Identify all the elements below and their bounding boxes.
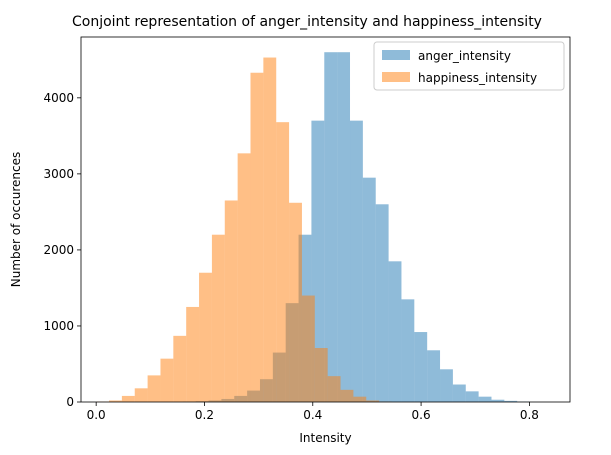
bar-happiness_intensity-14: [276, 122, 290, 403]
bar-anger_intensity-22: [414, 332, 428, 402]
bar-anger_intensity-15: [324, 52, 338, 402]
bar-anger_intensity-27: [478, 396, 492, 402]
bar-happiness_intensity-19: [340, 389, 354, 402]
y-axis-ticks: 0 1000 2000 3000 4000: [43, 91, 81, 409]
y-tick-label: 3000: [43, 167, 74, 181]
bar-happiness_intensity-10: [224, 200, 238, 402]
bar-anger_intensity-25: [452, 384, 466, 402]
bar-happiness_intensity-15: [289, 202, 302, 402]
bar-happiness_intensity-1: [109, 400, 122, 402]
bars-layer: [96, 52, 531, 403]
bar-happiness_intensity-6: [173, 335, 187, 402]
plot-frame: [80, 36, 571, 403]
bar-happiness_intensity-13: [263, 57, 277, 402]
bar-happiness_intensity-17: [314, 348, 328, 402]
bar-happiness_intensity-12: [250, 72, 264, 402]
bar-anger_intensity-20: [388, 261, 402, 402]
y-axis-label: Number of occurences: [9, 152, 23, 287]
bar-happiness_intensity-18: [327, 376, 341, 402]
x-tick-label: 0.4: [303, 408, 322, 422]
bar-anger_intensity-23: [427, 350, 441, 402]
bar-happiness_intensity-5: [160, 358, 174, 402]
legend: anger_intensity happiness_intensity: [373, 41, 565, 91]
bar-anger_intensity-24: [440, 369, 453, 402]
x-tick-label: 0.0: [87, 408, 106, 422]
x-tick-label: 0.2: [195, 408, 214, 422]
y-tick-label: 4000: [43, 91, 74, 105]
legend-label-anger_intensity: anger_intensity: [418, 49, 511, 63]
bar-anger_intensity-21: [401, 299, 415, 402]
bar-happiness_intensity-2: [121, 395, 135, 402]
x-axis-label: Intensity: [299, 431, 351, 445]
x-tick-label: 0.8: [520, 408, 539, 422]
bar-anger_intensity-19: [375, 204, 389, 402]
bar-happiness_intensity-9: [211, 234, 225, 402]
legend-label-happiness_intensity: happiness_intensity: [418, 71, 537, 85]
y-tick-label: 1000: [43, 319, 74, 333]
bar-happiness_intensity-20: [353, 396, 367, 402]
bar-happiness_intensity-16: [301, 295, 315, 402]
bar-happiness_intensity-4: [147, 375, 161, 402]
y-tick-label: 2000: [43, 243, 74, 257]
bar-happiness_intensity-8: [199, 272, 212, 402]
bar-happiness_intensity-21: [366, 400, 380, 402]
bar-happiness_intensity-11: [237, 153, 251, 402]
x-axis-ticks: 0.0 0.2 0.4 0.6 0.8: [87, 402, 539, 422]
bar-happiness_intensity-3: [134, 388, 148, 402]
legend-box: [373, 41, 565, 91]
bar-anger_intensity-29: [504, 400, 518, 402]
x-tick-label: 0.6: [412, 408, 431, 422]
bar-anger_intensity-18: [362, 177, 376, 402]
chart-title: Conjoint representation of anger_intensi…: [72, 14, 542, 30]
bar-anger_intensity-16: [337, 52, 351, 402]
bar-anger_intensity-26: [465, 391, 479, 402]
legend-swatch-anger_intensity: [382, 50, 410, 60]
bar-anger_intensity-28: [491, 399, 505, 402]
legend-swatch-happiness_intensity: [382, 72, 410, 82]
bar-happiness_intensity-7: [186, 306, 200, 402]
bar-anger_intensity-17: [350, 120, 363, 402]
y-tick-label: 0: [66, 395, 74, 409]
